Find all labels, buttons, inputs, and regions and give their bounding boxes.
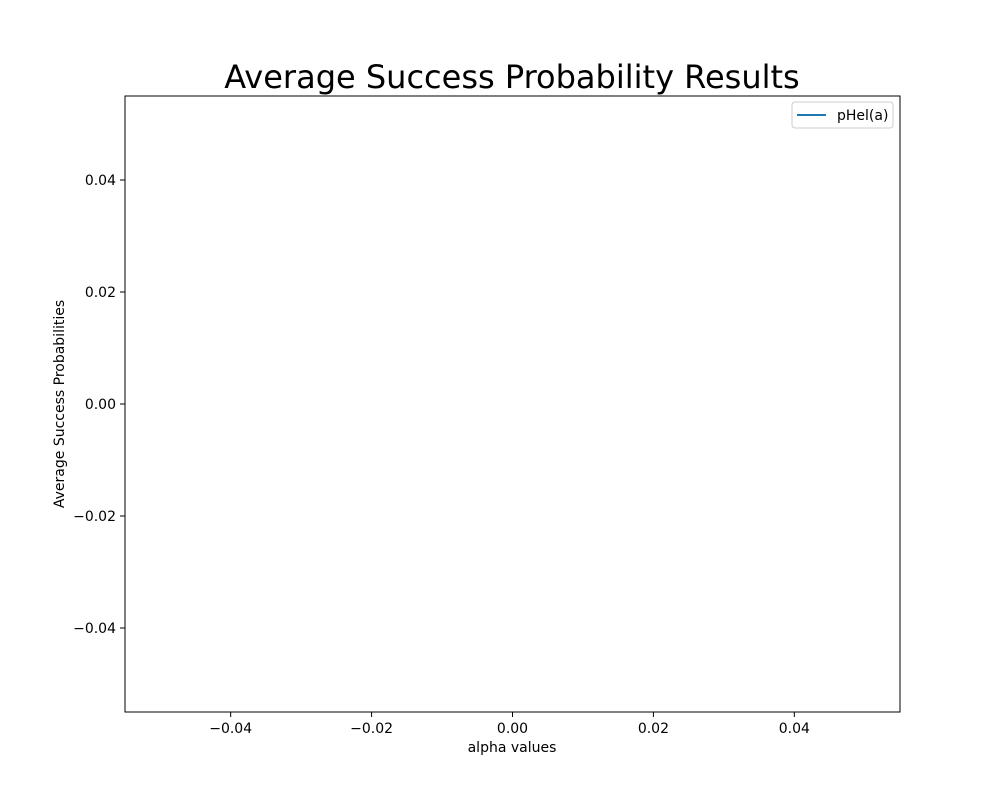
x-axis: −0.04 −0.02 0.00 0.02 0.04 [209, 712, 810, 737]
legend-label: pHel(a) [837, 108, 888, 124]
y-tick-label: −0.04 [73, 621, 116, 637]
x-tick-label: 0.00 [497, 721, 528, 737]
chart-title: Average Success Probability Results [224, 58, 799, 96]
x-axis-label: alpha values [468, 740, 557, 756]
y-tick-label: 0.02 [85, 285, 116, 301]
legend-box [791, 101, 894, 129]
x-tick-label: −0.04 [209, 721, 252, 737]
x-tick-label: −0.02 [350, 721, 393, 737]
x-tick-label: 0.04 [779, 721, 810, 737]
y-axis: −0.04 −0.02 0.00 0.02 0.04 [73, 173, 125, 637]
y-tick-label: 0.00 [85, 397, 116, 413]
x-tick-label: 0.02 [638, 721, 669, 737]
y-tick-label: −0.02 [73, 509, 116, 525]
legend: pHel(a) [791, 101, 894, 129]
plot-area [124, 95, 901, 713]
y-tick-label: 0.04 [85, 173, 116, 189]
y-axis-label: Average Success Probabilities [52, 300, 68, 508]
